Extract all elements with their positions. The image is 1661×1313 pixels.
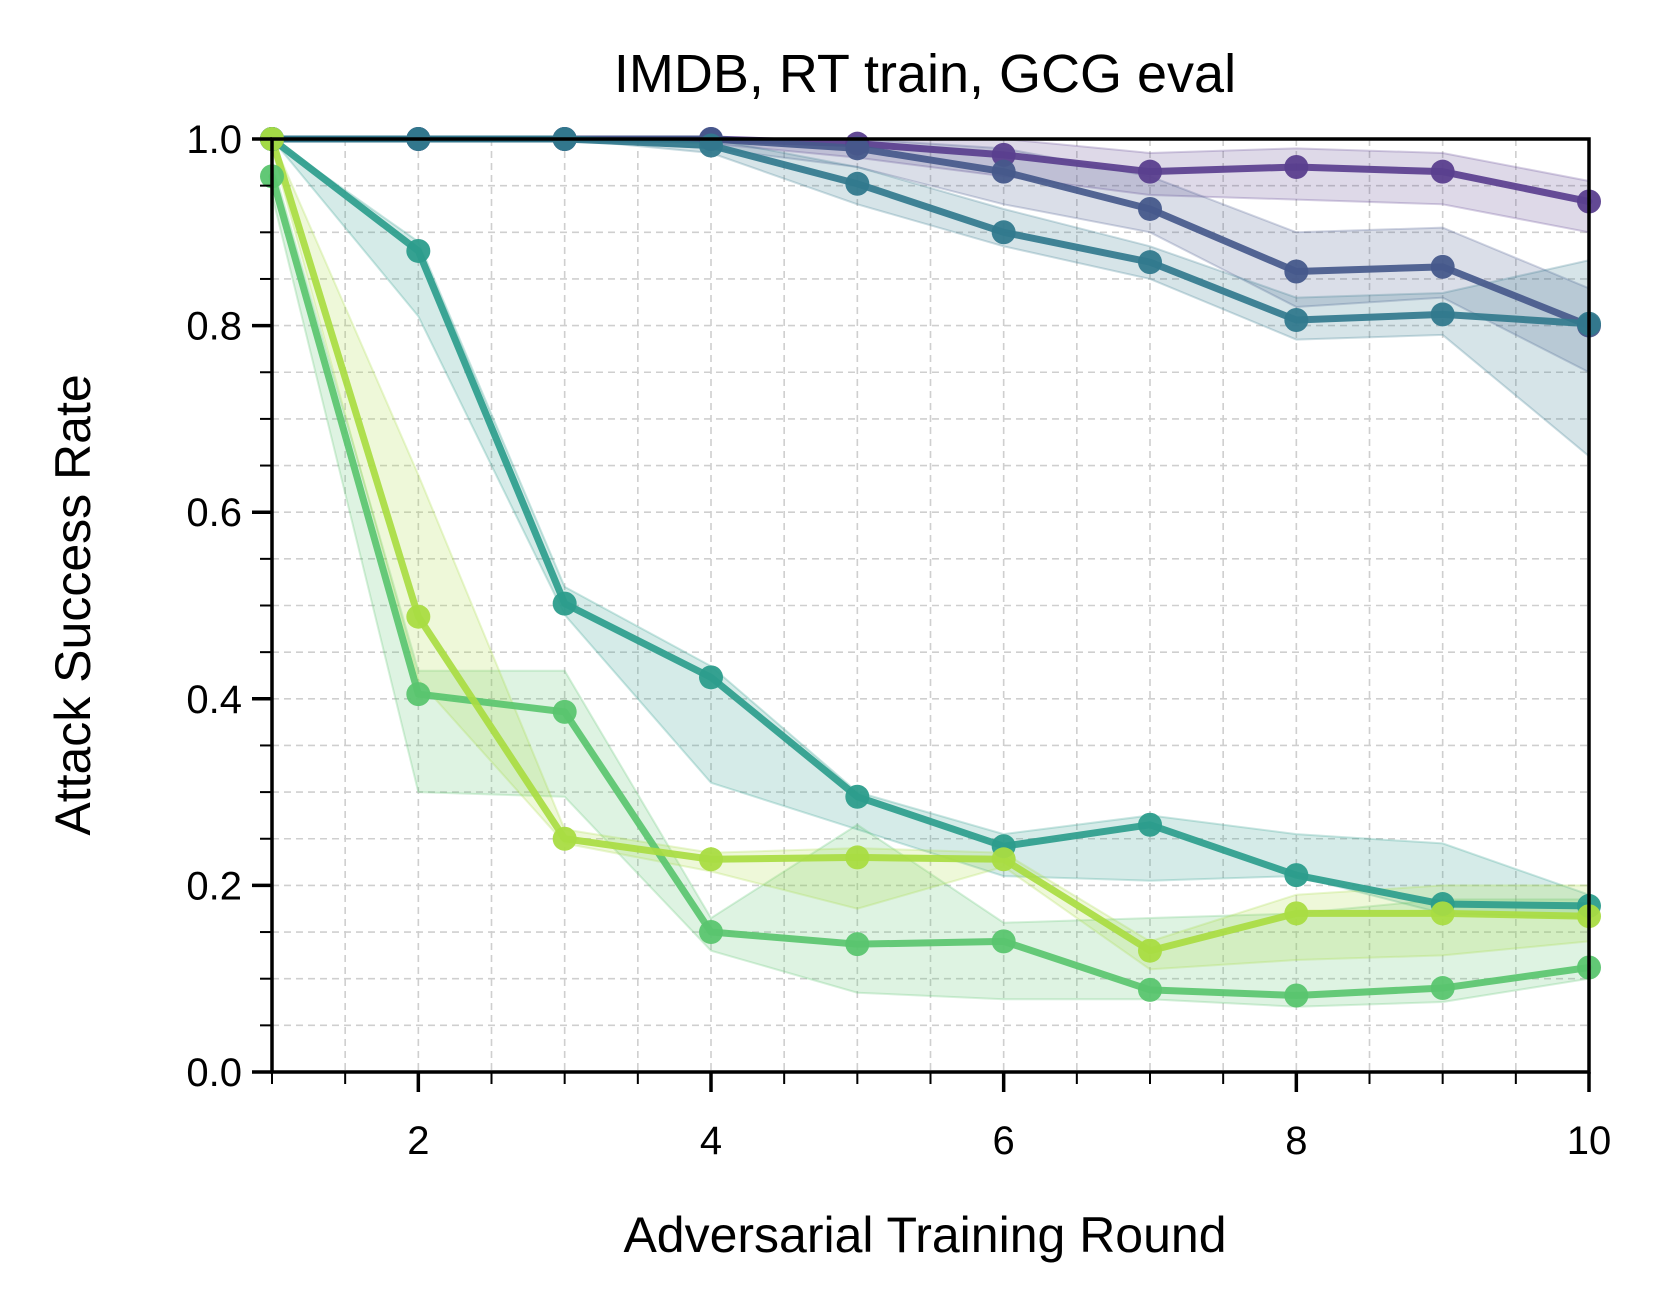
- data-point: [699, 133, 723, 158]
- data-point: [1138, 159, 1162, 184]
- data-point: [845, 932, 870, 957]
- tick-labels: 2 4 6 8 10 0.0 0.2 0.4 0.6 0.8 1.0: [186, 118, 1611, 1163]
- data-point: [991, 847, 1016, 872]
- data-point: [1430, 159, 1455, 184]
- data-point: [1430, 302, 1455, 327]
- data-point: [845, 171, 870, 196]
- data-point: [1430, 901, 1455, 926]
- data-point: [845, 136, 870, 161]
- y-axis-label: Attack Success Rate: [45, 374, 101, 835]
- y-tick-label: 0.6: [186, 491, 242, 535]
- data-point: [1138, 196, 1162, 221]
- x-axis-label: Adversarial Training Round: [623, 1207, 1226, 1263]
- data-point: [991, 142, 1016, 167]
- data-point: [406, 682, 431, 707]
- data-point: [699, 847, 723, 872]
- y-tick-label: 1.0: [186, 118, 242, 162]
- data-point: [1284, 154, 1309, 179]
- data-point: [1138, 977, 1162, 1002]
- data-point: [1284, 308, 1309, 333]
- y-tick-label: 0.2: [186, 864, 242, 908]
- data-point: [1284, 901, 1309, 926]
- data-point: [552, 826, 577, 851]
- data-point: [991, 929, 1016, 954]
- data-point: [699, 920, 723, 945]
- data-point: [1284, 983, 1309, 1008]
- data-point: [699, 665, 723, 690]
- data-point: [552, 591, 577, 616]
- x-tick-label: 8: [1285, 1119, 1307, 1163]
- data-point: [1430, 254, 1455, 279]
- data-point: [1284, 259, 1309, 284]
- data-point: [1138, 812, 1162, 837]
- x-tick-label: 6: [993, 1119, 1015, 1163]
- axis-ticks: [252, 137, 1591, 1092]
- data-point: [845, 784, 870, 809]
- series-line: [268, 172, 1593, 999]
- series-points: [260, 127, 1601, 1008]
- x-tick-label: 2: [407, 1119, 429, 1163]
- data-point: [991, 159, 1016, 184]
- y-tick-label: 0.0: [186, 1051, 242, 1095]
- data-point: [845, 845, 870, 870]
- data-point: [552, 699, 577, 724]
- chart-title: IMDB, RT train, GCG eval: [614, 44, 1236, 104]
- data-point: [1138, 938, 1162, 963]
- x-tick-label: 10: [1567, 1119, 1612, 1163]
- data-point: [406, 238, 431, 263]
- series-line: [268, 135, 1593, 955]
- data-point: [1284, 863, 1309, 888]
- data-point: [991, 220, 1016, 245]
- data-point: [406, 604, 431, 629]
- data-point: [1430, 976, 1455, 1001]
- series-line: [268, 135, 1593, 910]
- x-tick-label: 4: [700, 1119, 722, 1163]
- y-tick-label: 0.8: [186, 305, 242, 349]
- data-point: [1138, 250, 1162, 275]
- y-tick-label: 0.4: [186, 678, 242, 722]
